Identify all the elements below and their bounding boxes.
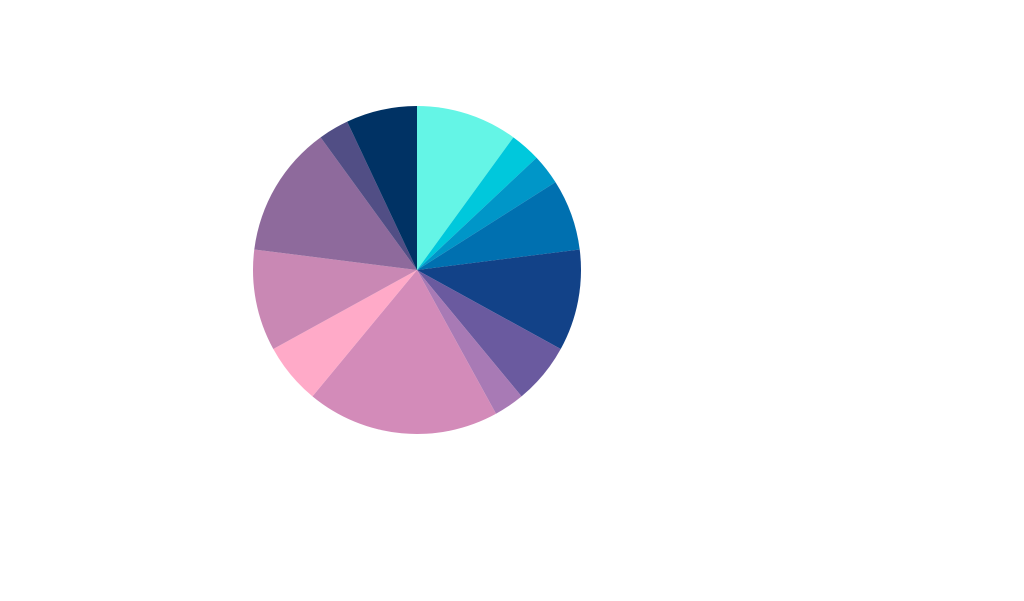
pie-slice	[320, 121, 417, 270]
pie-slice	[273, 270, 417, 397]
pie-slice	[347, 106, 417, 270]
pie-slice	[417, 270, 561, 397]
pie-slice	[252, 249, 417, 350]
pie-slice	[417, 157, 556, 270]
pie-slice	[417, 137, 537, 270]
pie-slice	[417, 106, 514, 270]
pie-slice	[254, 137, 417, 270]
pie-slice	[312, 270, 497, 434]
pie-slice	[417, 270, 522, 414]
pie-slice	[417, 182, 580, 270]
pie-slice	[417, 249, 581, 350]
